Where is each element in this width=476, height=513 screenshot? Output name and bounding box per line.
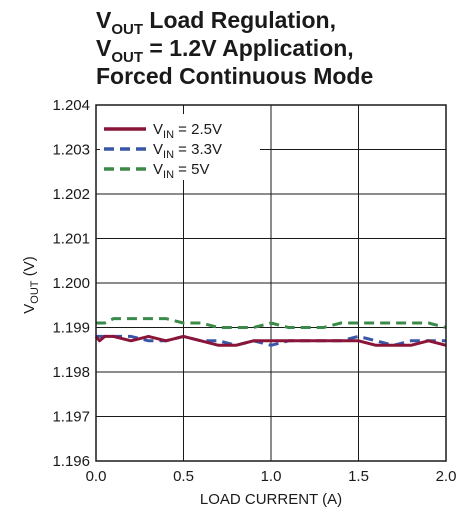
grid bbox=[96, 105, 446, 461]
series-lines bbox=[94, 317, 447, 347]
y-tick-label: 1.199 bbox=[52, 320, 90, 337]
chart-title: VOUT Load Regulation, VOUT = 1.2V Applic… bbox=[96, 7, 373, 89]
legend-label-vin-5v: VIN = 5V bbox=[153, 161, 209, 181]
title-line-1: VOUT Load Regulation, bbox=[96, 7, 336, 38]
x-tick-label: 2.0 bbox=[436, 468, 457, 485]
y-tick-label: 1.203 bbox=[52, 142, 90, 159]
legend-label-vin-2-5v: VIN = 2.5V bbox=[153, 121, 222, 141]
y-tick-label: 1.201 bbox=[52, 231, 90, 248]
y-tick-label: 1.196 bbox=[52, 453, 90, 470]
series-line-5v bbox=[96, 317, 447, 329]
title-line-2: VOUT = 1.2V Application, bbox=[96, 35, 354, 66]
title-line-3: Forced Continuous Mode bbox=[96, 63, 373, 89]
y-tick-label: 1.202 bbox=[52, 186, 90, 203]
x-tick-label: 1.5 bbox=[348, 468, 369, 485]
y-tick-label: 1.198 bbox=[52, 364, 90, 381]
x-tick-label: 0.5 bbox=[173, 468, 194, 485]
series-line-3-3v bbox=[96, 334, 446, 347]
x-tick-label: 1.0 bbox=[261, 468, 282, 485]
y-tick-label: 1.200 bbox=[52, 275, 90, 292]
y-tick-label: 1.204 bbox=[52, 97, 90, 114]
plot-frame bbox=[95, 104, 447, 462]
x-axis-label: LOAD CURRENT (A) bbox=[200, 491, 342, 508]
x-tick-label: 0.0 bbox=[86, 468, 107, 485]
legend-label-vin-3-3v: VIN = 3.3V bbox=[153, 141, 222, 161]
y-tick-label: 1.197 bbox=[52, 409, 90, 426]
y-axis-label: VOUT (V) bbox=[21, 256, 41, 313]
tick-labels: 0.0 0.5 1.0 1.5 2.0 1.196 1.197 1.198 1.199 1.200… bbox=[52, 97, 456, 485]
legend: VIN = 2.5V VIN = 3.3V VIN = 5V bbox=[100, 114, 260, 181]
series-line-2-5v bbox=[94, 334, 447, 347]
